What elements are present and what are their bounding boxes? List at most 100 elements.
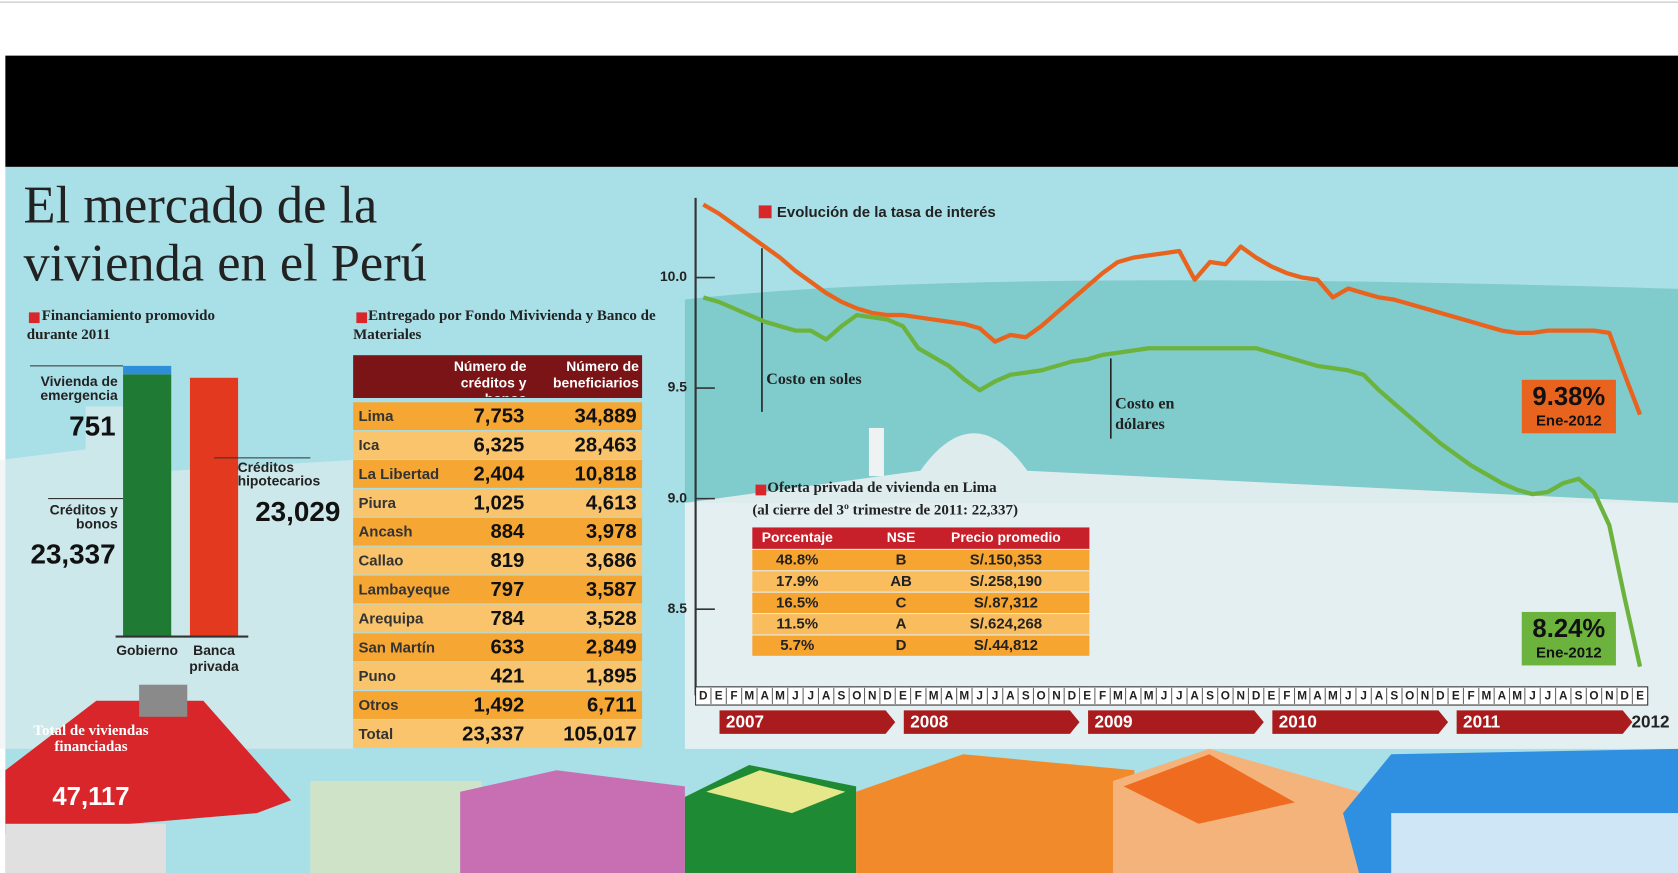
black-band	[5, 55, 1678, 167]
x-tick-label: M	[1328, 690, 1338, 703]
x-tick-label: M	[744, 690, 754, 703]
bar-segment	[189, 377, 239, 637]
year-label: 2007	[726, 713, 764, 732]
table-row	[353, 431, 643, 459]
x-tick-label: S	[1206, 690, 1214, 703]
x-tick-label: F	[730, 690, 737, 703]
end-value-label: 9.38%	[1532, 383, 1605, 411]
row-label: Arequipa	[359, 610, 425, 627]
cell: C	[896, 594, 907, 611]
year-label: 2012	[1631, 713, 1669, 732]
cell: 11.5%	[776, 616, 818, 633]
table-title: Entregado por Fondo Mivivienda y Banco d…	[353, 308, 656, 344]
series-name: Costo en dólares	[1115, 395, 1175, 434]
year-band	[1456, 710, 1633, 734]
series-name: Costo en dólares	[1115, 395, 1175, 434]
column-header: Número de créditos y bonos	[453, 358, 527, 397]
bar-category: Banca privada	[189, 642, 238, 674]
x-tick-label: N	[1052, 690, 1061, 703]
cell: 1,492	[473, 694, 524, 716]
column-header: Número de beneficiarios	[553, 358, 639, 391]
x-tick-label: E	[1636, 690, 1644, 703]
cell: AB	[890, 573, 912, 590]
row-label: San Martín	[359, 639, 436, 656]
cell: 6,711	[587, 694, 637, 716]
x-tick-label: J	[1345, 690, 1352, 703]
cell: 3,528	[586, 608, 637, 630]
city-right	[684, 433, 1678, 749]
x-tick-label: A	[1375, 690, 1384, 703]
total-label: Total de viviendas financiadas	[33, 723, 149, 756]
cell: 819	[490, 550, 524, 572]
table-title: Oferta privada de vivienda en Lima	[767, 480, 997, 497]
column-header: Número de créditos y bonos	[453, 358, 527, 397]
x-tick-label: J	[1176, 690, 1183, 703]
row-label: Ancash	[359, 524, 413, 541]
column-header: Porcentaje	[762, 529, 833, 545]
table-title: Oferta privada de vivienda en Lima	[767, 480, 997, 497]
row-label: Lambayeque	[359, 582, 451, 599]
x-tick-label: E	[1083, 690, 1091, 703]
x-tick-label: O	[1221, 690, 1230, 703]
series-name: Costo en soles	[766, 371, 861, 388]
x-tick-label: A	[1313, 690, 1322, 703]
table-row	[752, 635, 1090, 656]
x-tick-label: N	[1421, 690, 1430, 703]
cell: 1,895	[586, 666, 637, 688]
cell: 3,978	[586, 521, 637, 543]
row-label: Lima	[359, 408, 395, 425]
table-subtitle: (al cierre del 3º trimestre de 2011: 22,…	[752, 502, 1018, 519]
bar-series-name: Vivienda de emergencia	[40, 374, 118, 404]
table-title: Entregado por Fondo Mivivienda y Banco d…	[353, 308, 656, 344]
cell: S/.87,312	[974, 594, 1038, 611]
x-tick-label: S	[838, 690, 846, 703]
house	[460, 770, 685, 873]
section-marker	[755, 484, 767, 496]
table-row	[353, 604, 643, 633]
year-label: 2011	[1463, 713, 1501, 732]
x-tick-label: M	[1482, 690, 1492, 703]
row-label: Puno	[359, 668, 396, 685]
cell: 5.7%	[780, 637, 814, 654]
cell: B	[896, 552, 907, 569]
cell: 16.5%	[776, 594, 818, 611]
cell: S/.258,190	[970, 573, 1042, 590]
x-tick-label: J	[976, 690, 983, 703]
cell: 633	[490, 637, 524, 659]
x-tick-label: E	[1452, 690, 1460, 703]
x-tick-label: A	[822, 690, 831, 703]
cell: 421	[490, 666, 524, 688]
table-subtitle: (al cierre del 3º trimestre de 2011: 22,…	[752, 502, 1018, 519]
x-tick-label: M	[775, 690, 785, 703]
x-tick-label: J	[792, 690, 799, 703]
x-tick-label: N	[1237, 690, 1246, 703]
row-label: Callao	[359, 553, 404, 570]
year-label: 2008	[910, 713, 948, 732]
x-tick-label: J	[1545, 690, 1552, 703]
year-label: 2010	[1279, 713, 1317, 732]
x-tick-label: J	[808, 690, 815, 703]
x-tick-label: A	[1129, 690, 1138, 703]
houses	[5, 684, 1678, 873]
table-row	[353, 488, 643, 517]
year-band	[719, 710, 896, 734]
bar-value-label: 23,029	[255, 496, 340, 527]
total-label: Total de viviendas financiadas	[33, 723, 149, 756]
table-row	[353, 517, 643, 546]
row-label: Piura	[359, 495, 397, 512]
house	[856, 754, 1135, 873]
year-band	[1272, 710, 1449, 734]
x-tick-label: E	[1268, 690, 1276, 703]
x-tick-label: D	[1068, 690, 1077, 703]
bar-value-label: 23,337	[30, 539, 115, 570]
end-box	[1521, 379, 1616, 434]
bar-series-name: Vivienda de emergencia	[40, 374, 118, 404]
y-tick-label: 9.0	[668, 489, 688, 505]
x-tick-label: S	[1022, 690, 1030, 703]
bar-value-label: 751	[69, 410, 115, 441]
cell: 884	[490, 521, 525, 543]
x-tick-label: D	[1252, 690, 1261, 703]
roof	[706, 770, 846, 814]
x-tick-label: N	[868, 690, 877, 703]
